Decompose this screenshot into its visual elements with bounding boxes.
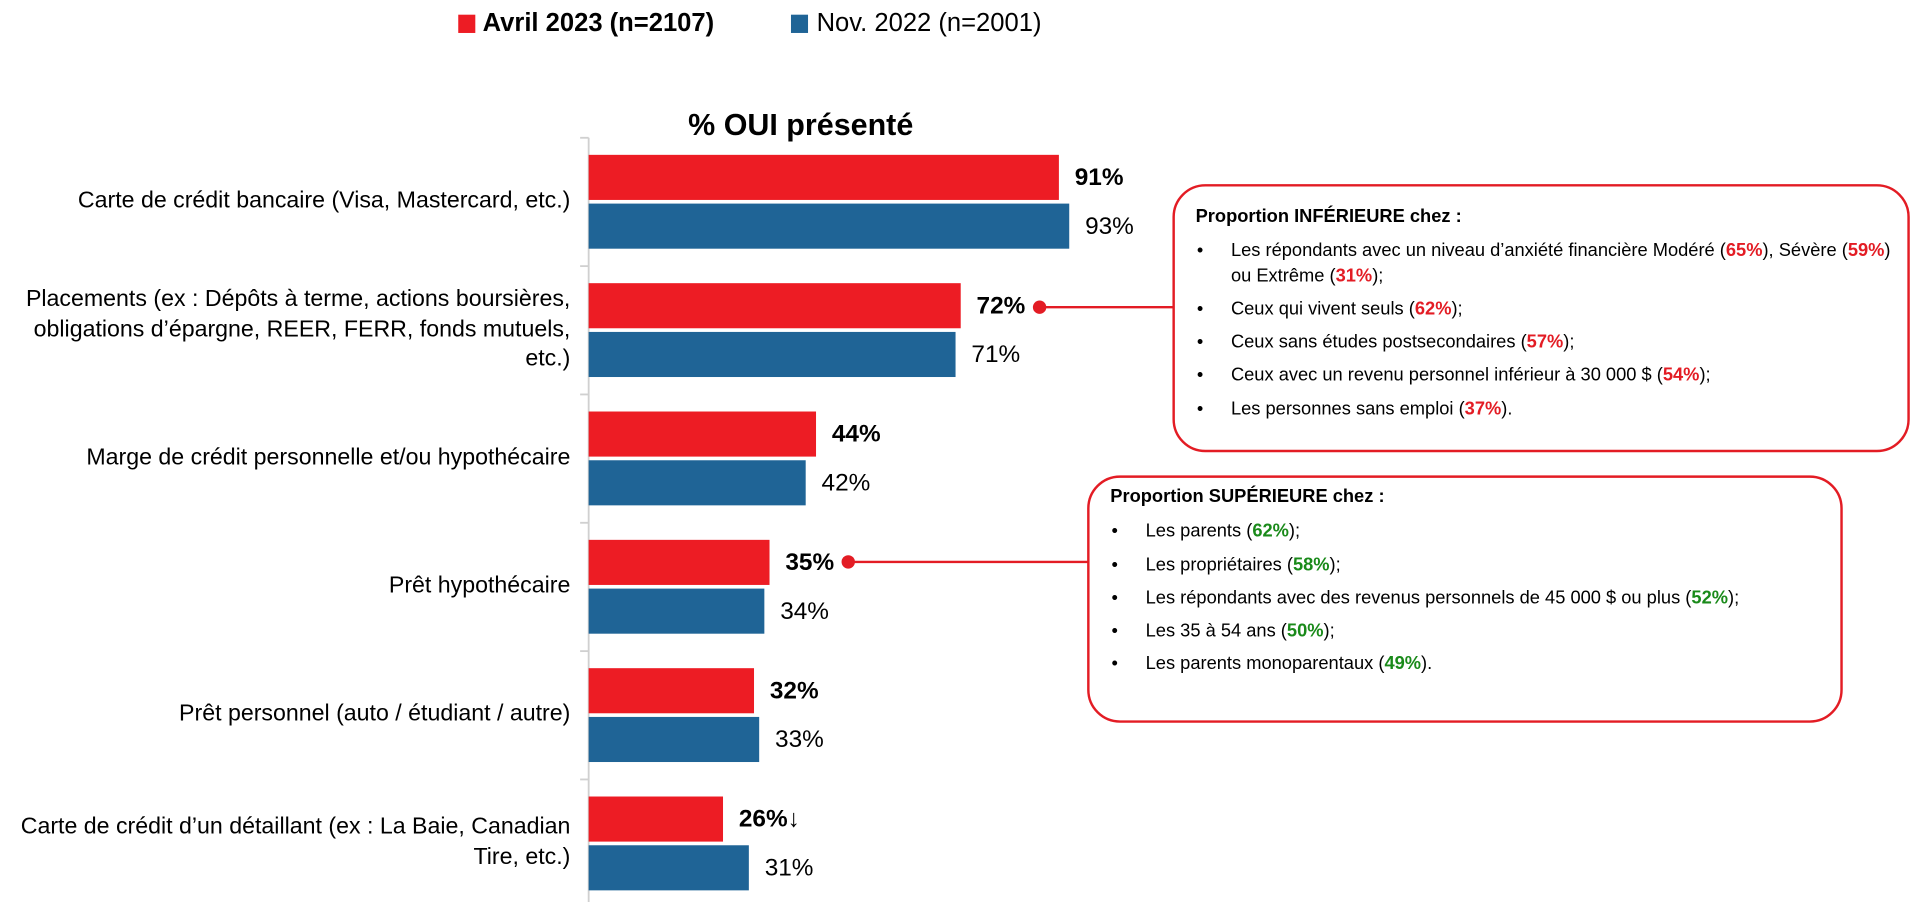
callout-title: Proportion INFÉRIEURE chez : [1195,206,1462,227]
text-run: Les répondants avec des revenus personne… [1145,587,1692,608]
category-label: Placements (ex : Dépôts à terme, actions… [25,286,571,373]
text-run: Les personnes sans emploi ( [1230,397,1465,419]
bar [588,588,765,634]
value-label: 31% [765,854,814,881]
highlight: 52% [1691,587,1728,608]
category-label: Prêt personnel (auto / étudiant / autre) [179,701,571,728]
category-label: Marge de crédit personnelle et/ou hypoth… [86,444,571,471]
bar [588,845,749,891]
callout: Proportion INFÉRIEURE chez : Les répondan… [1196,205,1897,422]
highlight: 57% [1526,331,1564,353]
highlight: 59% [1847,240,1885,262]
highlight: 62% [1252,520,1289,542]
value-label: 72% [977,292,1026,319]
value-label: 35% [785,549,834,576]
bar [588,154,1059,200]
category-label: Prêt hypothécaire [388,573,571,599]
value-label: 34% [780,598,829,625]
text-run: Ceux qui vivent seuls ( [1230,298,1415,320]
bar [588,331,956,378]
callout-title: Proportion SUPÉRIEURE chez : [1110,486,1385,508]
callout: Proportion SUPÉRIEURE chez : Les parents … [1110,485,1829,677]
callout-item: Les répondants avec des revenus personne… [1112,586,1830,611]
highlight: 31% [1335,265,1373,286]
callout-item: Les 35 à 54 ans (50%); [1112,619,1830,644]
text-run: ); [1323,620,1335,642]
bar [588,668,755,714]
callout-list: Les parents (62%);Les propriétaires (58%… [1110,520,1829,678]
callout-item: Les parents monoparentaux (49%). [1112,652,1830,677]
legend-swatch [790,14,809,33]
highlight: 54% [1662,364,1700,386]
text-run: ); [1699,364,1711,386]
callout-item: Ceux qui vivent seuls (62%); [1197,297,1896,322]
category-label: Carte de crédit bancaire (Visa, Masterca… [77,188,571,214]
text-block: Placements (ex : Dépôts à terme, actions… [25,286,571,373]
legend-label: Nov. 2022 (n=2001) [817,9,1042,37]
text-run: Ceux avec un revenu personnel inférieur … [1230,364,1663,386]
callout-item: Les parents (62%); [1112,520,1830,545]
value-label: 33% [775,726,824,753]
text-run: ); [1563,331,1575,353]
highlight: 62% [1414,298,1452,320]
text-block: Marge de crédit personnelle et/ou hypoth… [86,444,571,471]
text-block: Prêt hypothécaire [388,573,571,599]
text-block: Prêt personnel (auto / étudiant / autre) [179,701,571,728]
text-run: ), Sévère ( [1762,240,1848,262]
text-run: ); [1727,587,1740,608]
text-run: ). [1421,653,1433,675]
value-label: 42% [822,469,871,496]
bar [588,283,961,329]
legend-label: Avril 2023 (n=2107) [483,9,715,37]
text-run: Les parents monoparentaux ( [1145,653,1385,675]
highlight: 37% [1464,397,1502,419]
text-run: Les répondants avec un niveau d’anxiété … [1230,240,1726,262]
bar [588,716,760,763]
highlight: 65% [1725,240,1763,262]
callout-item: Les propriétaires (58%); [1112,553,1830,578]
connector-dot [841,555,855,569]
highlight: 50% [1286,620,1324,642]
highlight: 49% [1384,653,1422,675]
text-block: Carte de crédit bancaire (Visa, Masterca… [77,188,571,214]
value-label: 26%↓ [739,806,800,833]
callout-list: Les répondants avec un niveau d’anxiété … [1196,239,1897,422]
callout-item: Les personnes sans emploi (37%). [1197,397,1896,422]
bar [588,203,1070,249]
category-label: Carte de crédit d’un détaillant (ex : La… [20,814,571,871]
value-label: 32% [770,677,819,704]
callout-item: Ceux avec un revenu personnel inférieur … [1197,364,1896,389]
value-label: 93% [1085,213,1134,240]
text-run: Ceux sans études postsecondaires ( [1230,331,1527,353]
bar [588,796,724,842]
bar [588,539,770,585]
bar [588,460,806,506]
text-run: ); [1451,298,1463,320]
text-block: Carte de crédit d’un détaillant (ex : La… [20,814,571,871]
connector-dot [1032,300,1047,314]
highlight: 58% [1292,553,1330,575]
text-run: ) ou Extrême ( [1230,240,1891,286]
text-block: Proportion SUPÉRIEURE chez : Les parents … [1110,485,1829,717]
text-run: Les 35 à 54 ans ( [1145,620,1287,642]
text-run: ). [1501,397,1513,419]
legend-swatch [458,14,476,33]
text-run: Les propriétaires ( [1145,553,1293,575]
callout-item: Ceux sans études postsecondaires (57%); [1197,330,1896,355]
text-run: Les parents ( [1145,520,1253,542]
value-label: 91% [1075,164,1124,191]
text-run: ); [1372,265,1384,286]
value-label: 44% [832,421,881,448]
bar [588,411,817,457]
value-label: 71% [971,341,1020,368]
text-run: ); [1329,553,1341,575]
text-run: ); [1288,520,1301,542]
callout-item: Les répondants avec un niveau d’anxiété … [1197,239,1896,288]
text-block: Proportion INFÉRIEURE chez : Les répondan… [1196,205,1897,449]
chart-title: % OUI présenté [688,108,913,142]
